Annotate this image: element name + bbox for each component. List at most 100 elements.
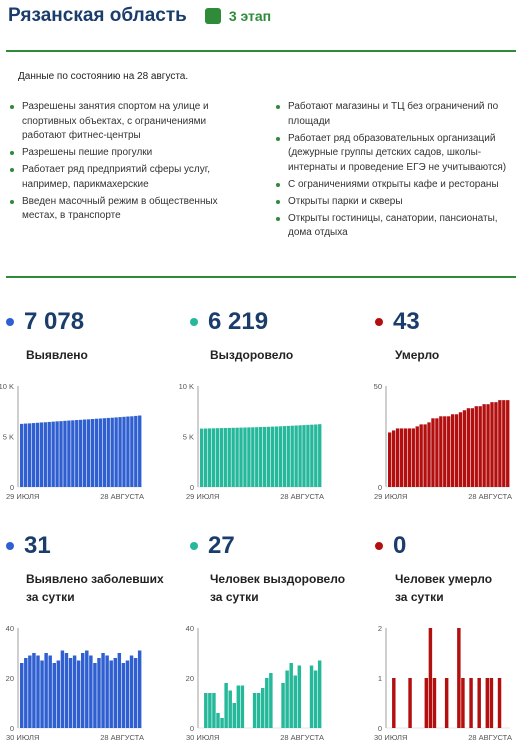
chart-recovered-day: 0 20 40 30 ИЮЛЯ 28 АВГУСТА <box>186 624 324 742</box>
bar <box>219 428 224 487</box>
x-start-label: 30 ИЮЛЯ <box>6 733 39 742</box>
y-tick-label: 0 <box>10 483 14 492</box>
bar <box>101 653 105 728</box>
left-item: Введен масочный режим в общественных мес… <box>10 195 240 224</box>
y-tick-label: 0 <box>10 724 14 733</box>
x-end-label: 28 АВГУСТА <box>280 733 324 742</box>
bar <box>419 424 423 487</box>
bar <box>113 658 117 728</box>
bar <box>81 653 85 728</box>
bar <box>200 428 204 487</box>
bar <box>27 423 32 487</box>
top-divider <box>6 50 516 52</box>
bar <box>490 402 494 487</box>
recovered-day-label: Человек выздоровело за сутки <box>210 570 345 606</box>
bar <box>477 678 481 728</box>
y-tick-label: 10 K <box>0 382 14 391</box>
died-value: 43 <box>393 308 420 335</box>
bar <box>462 410 467 487</box>
bar <box>56 660 61 728</box>
bar <box>102 418 106 487</box>
detected-day-label: Выявлено заболевших за сутки <box>26 570 164 606</box>
bar <box>470 408 474 487</box>
bar <box>55 421 59 487</box>
bar <box>31 423 36 487</box>
bar <box>281 683 285 728</box>
chart-recovered: 0 5 K 10 K 29 ИЮЛЯ 28 АВГУСТА <box>179 382 324 501</box>
bar <box>302 425 306 487</box>
bar <box>435 418 439 487</box>
chart-detected-day: 0 20 40 30 ИЮЛЯ 28 АВГУСТА <box>6 624 144 742</box>
bar <box>72 655 77 728</box>
bar <box>134 415 138 487</box>
bar <box>478 406 482 487</box>
bar <box>97 658 101 728</box>
rules-list-right: Работают магазины и ТЦ без ограничений п… <box>276 100 516 243</box>
x-start-label: 29 ИЮЛЯ <box>6 492 39 501</box>
bar <box>266 426 271 487</box>
right-item: Работают магазины и ТЦ без ограничений п… <box>276 100 516 129</box>
bar <box>212 693 216 728</box>
died-day-dot-icon <box>375 542 383 550</box>
x-start-label: 29 ИЮЛЯ <box>374 492 407 501</box>
bar <box>60 650 65 728</box>
bar <box>290 425 294 487</box>
bar <box>395 428 400 487</box>
bar <box>294 425 298 487</box>
bar <box>23 423 28 487</box>
bar <box>235 427 239 487</box>
bar <box>89 655 93 728</box>
recovered-value: 6 219 <box>208 308 269 335</box>
x-end-label: 28 АВГУСТА <box>468 733 512 742</box>
bar <box>293 675 297 728</box>
right-item: Открыты парки и скверы <box>276 195 516 210</box>
bar <box>208 693 212 728</box>
y-tick-label: 0 <box>190 483 194 492</box>
bar <box>502 400 506 487</box>
bar <box>71 420 75 487</box>
bar <box>274 426 279 487</box>
bar <box>86 419 91 487</box>
left-item: Разрешены занятия спортом на улице и спо… <box>10 100 240 144</box>
bar <box>216 713 220 728</box>
x-end-label: 28 АВГУСТА <box>280 492 324 501</box>
bar <box>415 426 419 487</box>
bar <box>76 660 81 728</box>
bar <box>252 693 257 728</box>
bar <box>270 426 275 487</box>
bar <box>265 678 269 728</box>
x-start-label: 30 ИЮЛЯ <box>374 733 407 742</box>
bar <box>485 678 490 728</box>
bar <box>82 419 87 487</box>
died-day-label: Человек умерло за сутки <box>395 570 492 606</box>
y-tick-label: 10 K <box>179 382 194 391</box>
x-end-label: 28 АВГУСТА <box>468 492 512 501</box>
bar <box>482 404 486 487</box>
bar <box>261 688 265 728</box>
bar <box>247 427 251 487</box>
bar <box>93 663 97 728</box>
bar <box>40 660 44 728</box>
bar <box>215 428 220 487</box>
bar <box>94 418 99 487</box>
y-tick-label: 2 <box>378 624 382 633</box>
bar <box>129 655 134 728</box>
y-tick-label: 0 <box>378 724 382 733</box>
detected-dot-icon <box>6 318 14 326</box>
left-item: Разрешены пешие прогулки <box>10 146 240 161</box>
bar <box>220 718 224 728</box>
bar <box>114 417 118 487</box>
bar <box>297 665 302 728</box>
bar <box>255 427 259 487</box>
date-note: Данные по состоянию на 28 августа. <box>18 71 189 82</box>
bar <box>106 417 110 487</box>
bar <box>282 426 286 487</box>
bar <box>469 678 473 728</box>
bar <box>289 663 293 728</box>
bar <box>310 424 314 487</box>
bar <box>211 428 216 487</box>
bar <box>251 427 255 487</box>
died-day-label-line2: за сутки <box>395 590 444 604</box>
recovered-day-dot-icon <box>190 542 198 550</box>
bar <box>391 430 396 487</box>
